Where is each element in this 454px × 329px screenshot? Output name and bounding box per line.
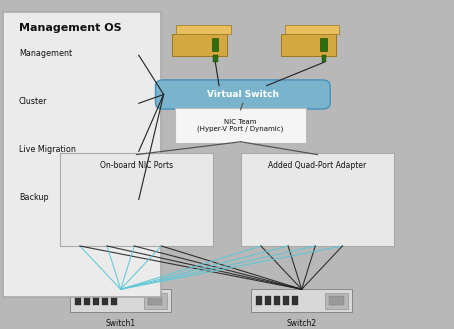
FancyBboxPatch shape bbox=[129, 232, 139, 243]
FancyBboxPatch shape bbox=[333, 188, 352, 231]
FancyBboxPatch shape bbox=[281, 34, 336, 56]
FancyBboxPatch shape bbox=[107, 191, 132, 208]
Text: Switch2: Switch2 bbox=[286, 319, 317, 328]
FancyBboxPatch shape bbox=[285, 25, 340, 34]
FancyBboxPatch shape bbox=[144, 293, 167, 309]
FancyBboxPatch shape bbox=[100, 94, 107, 112]
FancyBboxPatch shape bbox=[125, 175, 144, 188]
Bar bbox=[292, 295, 298, 305]
Text: Cluster: Cluster bbox=[19, 97, 47, 106]
FancyBboxPatch shape bbox=[132, 49, 139, 62]
FancyBboxPatch shape bbox=[310, 232, 321, 243]
Bar bbox=[256, 295, 262, 305]
FancyBboxPatch shape bbox=[107, 94, 132, 112]
FancyBboxPatch shape bbox=[321, 55, 326, 62]
FancyBboxPatch shape bbox=[107, 142, 132, 160]
FancyBboxPatch shape bbox=[306, 188, 325, 231]
Text: Virtual Switch: Virtual Switch bbox=[207, 90, 279, 99]
Text: Management: Management bbox=[19, 49, 72, 58]
FancyBboxPatch shape bbox=[102, 232, 112, 243]
FancyBboxPatch shape bbox=[175, 109, 306, 143]
FancyBboxPatch shape bbox=[157, 208, 166, 216]
FancyBboxPatch shape bbox=[74, 232, 85, 243]
FancyBboxPatch shape bbox=[107, 46, 132, 64]
FancyBboxPatch shape bbox=[152, 188, 171, 231]
Bar bbox=[102, 295, 108, 305]
FancyBboxPatch shape bbox=[60, 153, 213, 246]
Bar bbox=[265, 295, 271, 305]
FancyBboxPatch shape bbox=[329, 296, 344, 305]
Bar bbox=[114, 100, 121, 107]
FancyBboxPatch shape bbox=[257, 208, 265, 216]
FancyBboxPatch shape bbox=[98, 188, 117, 231]
FancyBboxPatch shape bbox=[333, 175, 352, 188]
Text: On-board NIC Ports: On-board NIC Ports bbox=[100, 161, 173, 170]
Bar bbox=[114, 52, 121, 59]
Text: Added Quad-Port Adapter: Added Quad-Port Adapter bbox=[268, 161, 367, 170]
Text: Live Migration: Live Migration bbox=[19, 145, 76, 154]
FancyBboxPatch shape bbox=[172, 34, 227, 56]
FancyBboxPatch shape bbox=[132, 193, 139, 206]
FancyBboxPatch shape bbox=[252, 188, 271, 231]
FancyBboxPatch shape bbox=[337, 232, 348, 243]
Bar bbox=[111, 295, 117, 305]
FancyBboxPatch shape bbox=[70, 188, 89, 231]
FancyBboxPatch shape bbox=[100, 191, 107, 208]
FancyBboxPatch shape bbox=[132, 97, 139, 110]
FancyBboxPatch shape bbox=[130, 208, 138, 216]
FancyBboxPatch shape bbox=[152, 175, 171, 188]
Bar bbox=[114, 196, 121, 203]
FancyBboxPatch shape bbox=[306, 175, 325, 188]
FancyBboxPatch shape bbox=[132, 145, 139, 158]
Bar bbox=[283, 295, 289, 305]
FancyBboxPatch shape bbox=[70, 175, 89, 188]
Bar bbox=[114, 148, 121, 155]
FancyBboxPatch shape bbox=[213, 55, 218, 62]
FancyBboxPatch shape bbox=[103, 208, 111, 216]
FancyBboxPatch shape bbox=[212, 38, 218, 51]
FancyBboxPatch shape bbox=[241, 153, 394, 246]
FancyBboxPatch shape bbox=[156, 232, 167, 243]
FancyBboxPatch shape bbox=[70, 289, 171, 312]
FancyBboxPatch shape bbox=[98, 175, 117, 188]
Bar bbox=[93, 295, 99, 305]
Bar bbox=[75, 295, 81, 305]
Text: NIC Team
(Hyper-V Port / Dynamic): NIC Team (Hyper-V Port / Dynamic) bbox=[197, 119, 284, 133]
FancyBboxPatch shape bbox=[3, 12, 161, 297]
FancyBboxPatch shape bbox=[100, 142, 107, 160]
FancyBboxPatch shape bbox=[125, 188, 144, 231]
FancyBboxPatch shape bbox=[155, 80, 330, 109]
Text: Management OS: Management OS bbox=[19, 23, 121, 33]
Text: Backup: Backup bbox=[19, 193, 49, 202]
FancyBboxPatch shape bbox=[76, 208, 84, 216]
FancyBboxPatch shape bbox=[148, 296, 163, 305]
FancyBboxPatch shape bbox=[279, 188, 298, 231]
FancyBboxPatch shape bbox=[252, 175, 271, 188]
FancyBboxPatch shape bbox=[100, 46, 107, 64]
FancyBboxPatch shape bbox=[177, 25, 231, 34]
FancyBboxPatch shape bbox=[321, 38, 327, 51]
FancyBboxPatch shape bbox=[325, 293, 348, 309]
FancyBboxPatch shape bbox=[279, 175, 298, 188]
FancyBboxPatch shape bbox=[338, 208, 346, 216]
Bar bbox=[274, 295, 280, 305]
FancyBboxPatch shape bbox=[284, 208, 292, 216]
FancyBboxPatch shape bbox=[283, 232, 293, 243]
FancyBboxPatch shape bbox=[251, 289, 352, 312]
FancyBboxPatch shape bbox=[311, 208, 320, 216]
Text: Switch1: Switch1 bbox=[106, 319, 136, 328]
Bar bbox=[84, 295, 90, 305]
FancyBboxPatch shape bbox=[256, 232, 266, 243]
